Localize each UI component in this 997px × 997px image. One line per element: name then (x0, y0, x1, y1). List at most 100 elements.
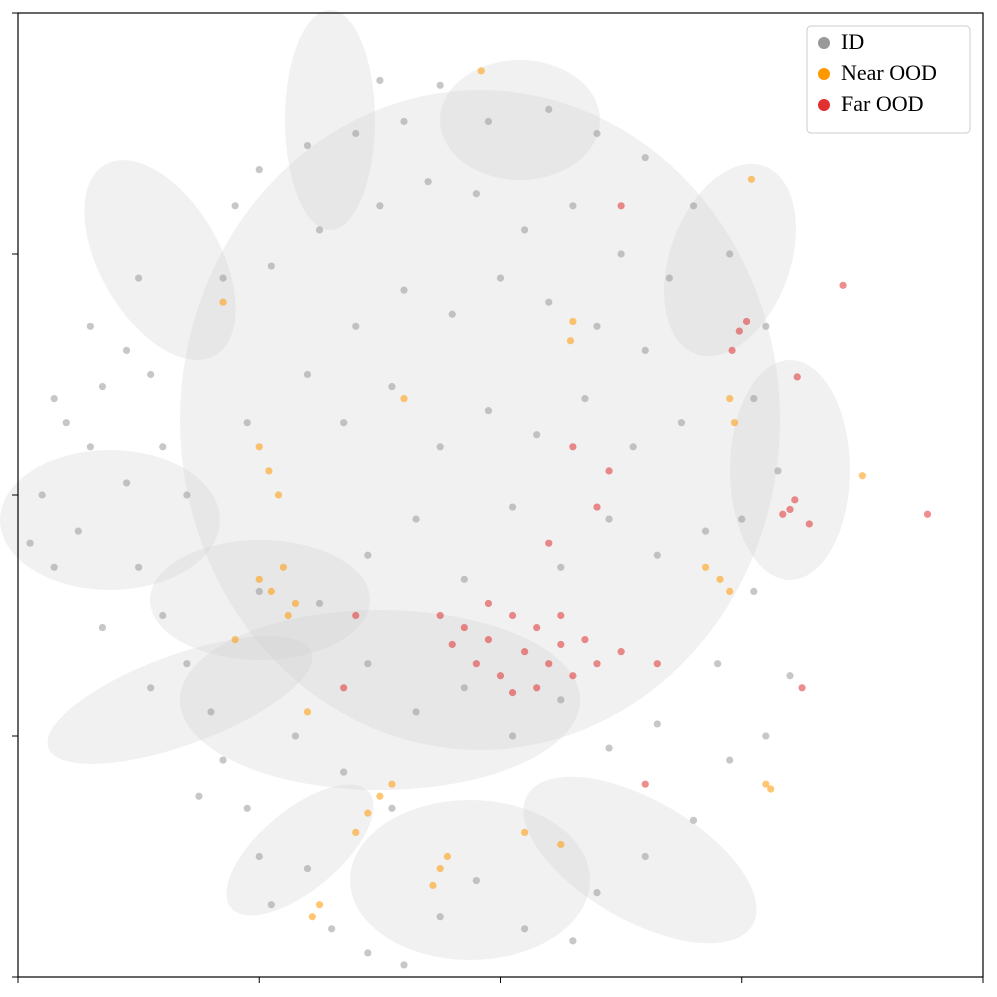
point (436, 443, 444, 451)
points (26, 67, 932, 969)
ellipse (180, 90, 780, 750)
point (255, 443, 263, 451)
point (400, 117, 408, 126)
ellipse (523, 776, 757, 944)
point (593, 503, 601, 511)
point (617, 250, 625, 258)
point (340, 684, 348, 692)
point (291, 599, 300, 608)
point (267, 587, 275, 596)
point (605, 515, 613, 523)
point (665, 274, 673, 282)
point (376, 202, 384, 210)
point (231, 202, 239, 210)
point (219, 274, 227, 282)
ellipse (0, 450, 220, 590)
legend: ID Near OOD Far OOD (806, 25, 971, 134)
point (566, 337, 575, 345)
point (207, 708, 215, 716)
point (569, 443, 577, 451)
point (436, 913, 444, 921)
point (364, 949, 372, 957)
ellipse (47, 636, 313, 764)
point (557, 563, 565, 571)
point (750, 395, 758, 403)
point (308, 913, 316, 921)
point (243, 419, 251, 427)
point (303, 708, 312, 716)
point (429, 881, 437, 890)
point (86, 443, 94, 451)
point (255, 166, 263, 174)
point (315, 226, 324, 234)
point (521, 925, 529, 933)
legend-label: Near OOD (841, 60, 937, 85)
point (50, 563, 58, 571)
point (496, 672, 505, 680)
point (653, 660, 661, 668)
point (255, 587, 263, 596)
point (50, 395, 58, 403)
point (147, 370, 155, 379)
point (388, 382, 396, 391)
point (508, 689, 517, 697)
point (641, 154, 649, 162)
point (557, 611, 565, 620)
point (265, 467, 273, 475)
point (364, 660, 372, 668)
point (147, 684, 155, 692)
point (159, 611, 167, 620)
point (569, 937, 577, 945)
ellipse (180, 610, 580, 790)
point (436, 611, 444, 620)
point (533, 684, 541, 692)
point (267, 901, 275, 909)
point (569, 672, 577, 680)
point (484, 636, 493, 644)
point (762, 780, 770, 788)
point (701, 527, 710, 535)
point (508, 503, 517, 511)
point (805, 520, 813, 528)
point (26, 539, 34, 547)
point (472, 877, 480, 885)
point (352, 129, 360, 138)
point (364, 551, 372, 559)
ellipse (350, 800, 590, 960)
point (728, 346, 736, 354)
point (617, 648, 625, 656)
point (376, 76, 384, 85)
point (255, 575, 263, 583)
point (460, 684, 468, 692)
point (267, 262, 275, 270)
point (303, 141, 312, 150)
point (762, 732, 770, 740)
point (593, 129, 601, 138)
point (352, 322, 360, 330)
point (629, 443, 637, 451)
point (183, 491, 191, 499)
point (219, 298, 227, 306)
point (750, 587, 758, 596)
point (714, 660, 722, 668)
point (472, 190, 480, 198)
point (460, 575, 468, 583)
point (605, 467, 613, 475)
point (798, 684, 806, 692)
point (858, 472, 866, 480)
point (364, 809, 372, 817)
legend-marker (818, 99, 830, 111)
point (412, 708, 420, 716)
point (315, 599, 324, 608)
point (533, 431, 541, 439)
point (641, 852, 649, 861)
point (653, 720, 661, 728)
point (774, 467, 782, 475)
uncertainty-ellipses (0, 10, 850, 960)
point (496, 274, 505, 282)
point (274, 491, 283, 499)
point (569, 317, 577, 326)
ellipse (664, 163, 796, 357)
